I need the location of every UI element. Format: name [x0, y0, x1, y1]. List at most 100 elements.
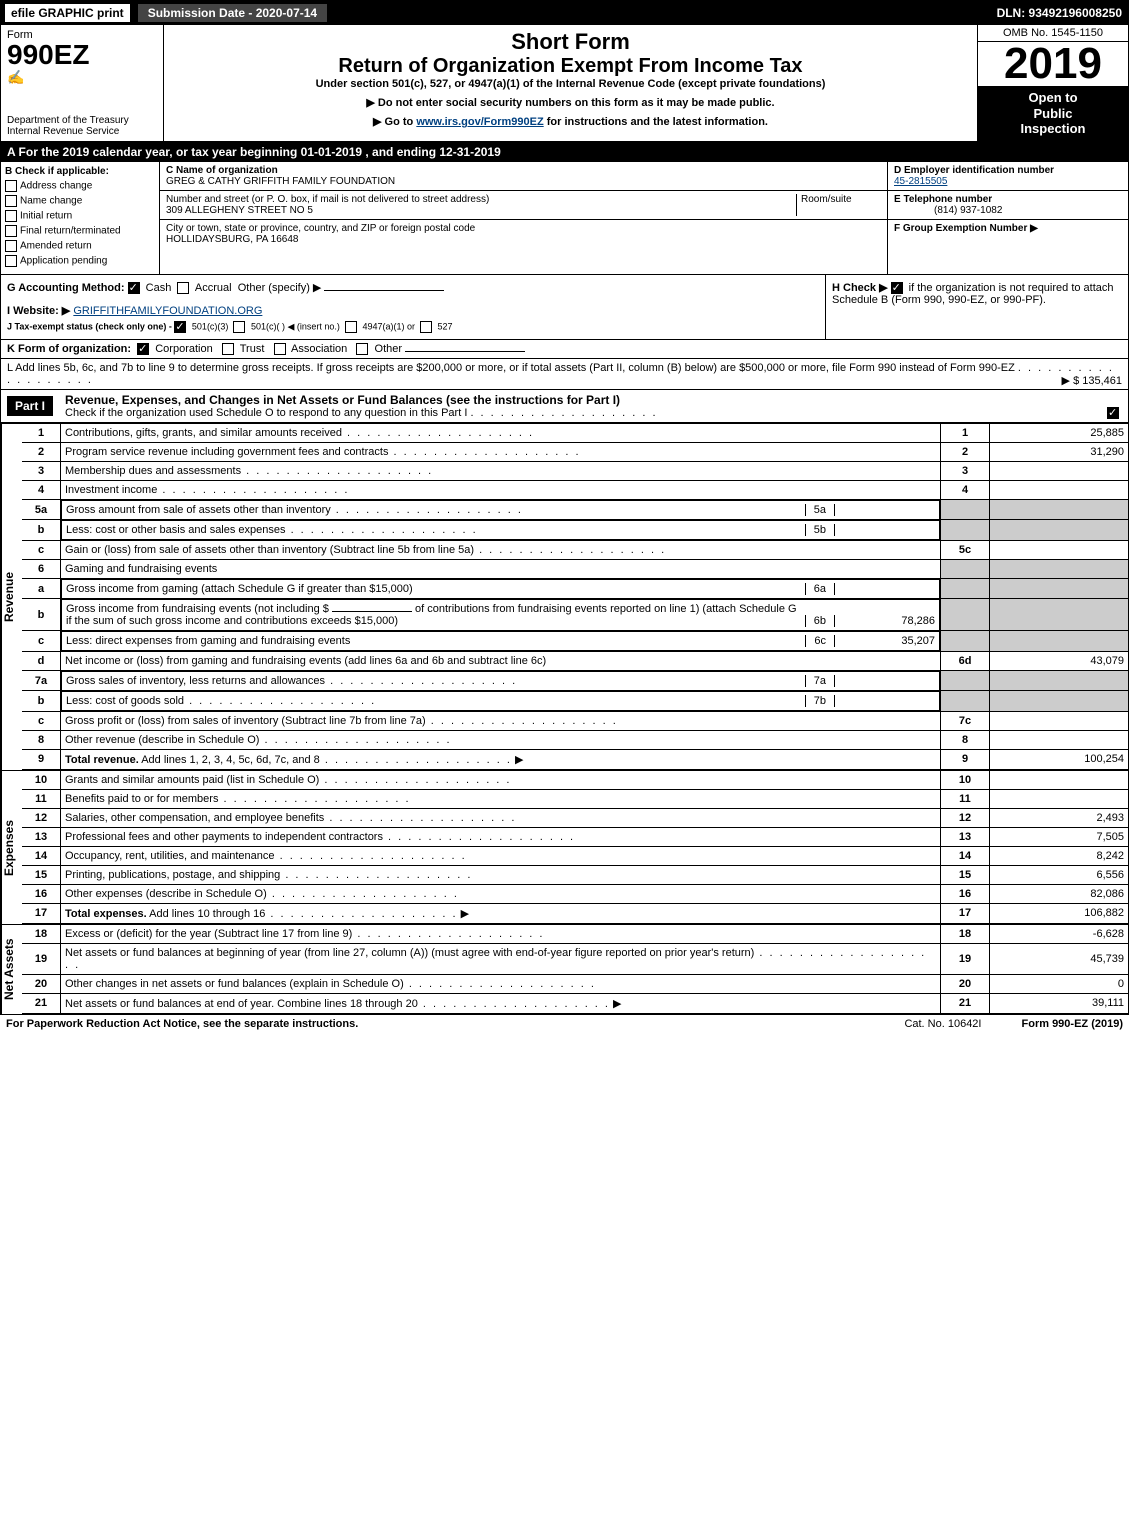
k-line: K Form of organization: Corporation Trus… — [1, 340, 1128, 359]
form-ref: Form 990-EZ (2019) — [1022, 1018, 1124, 1030]
form-container: efile GRAPHIC print Submission Date - 20… — [0, 0, 1129, 1015]
part1-title: Revenue, Expenses, and Changes in Net As… — [65, 393, 620, 407]
cb-schedule-b[interactable] — [891, 282, 903, 294]
street-value: 309 ALLEGHENY STREET NO 5 — [166, 205, 313, 216]
line-19: 19Net assets or fund balances at beginni… — [22, 943, 1128, 974]
phone-value: (814) 937-1082 — [894, 205, 1002, 216]
cb-address-change[interactable]: Address change — [5, 180, 155, 192]
tax-exempt-label: J Tax-exempt status (check only one) - — [7, 321, 172, 331]
dln-label: DLN: 93492196008250 — [997, 6, 1128, 20]
line-6c: cLess: direct expenses from gaming and f… — [22, 631, 1128, 652]
line-5c: cGain or (loss) from sale of assets othe… — [22, 540, 1128, 559]
expenses-side-label: Expenses — [1, 770, 22, 924]
line-5b: bLess: cost or other basis and sales exp… — [22, 520, 1128, 541]
return-title: Return of Organization Exempt From Incom… — [168, 55, 973, 78]
cb-501c3[interactable] — [174, 321, 186, 333]
l-amount: ▶ $ 135,461 — [1062, 374, 1122, 387]
cb-cash[interactable] — [128, 282, 140, 294]
line-6: 6Gaming and fundraising events — [22, 559, 1128, 578]
section-g-i-j: G Accounting Method: Cash Accrual Other … — [1, 275, 825, 339]
cb-schedule-o[interactable] — [1107, 407, 1119, 419]
section-c: C Name of organization GREG & CATHY GRIF… — [160, 162, 887, 274]
cat-number: Cat. No. 10642I — [904, 1018, 981, 1030]
goto-link[interactable]: ▶ Go to www.irs.gov/Form990EZ for instru… — [168, 115, 973, 128]
line-17: 17Total expenses. Add lines 10 through 1… — [22, 903, 1128, 923]
cb-501c[interactable] — [233, 321, 245, 333]
section-b: B Check if applicable: Address change Na… — [1, 162, 160, 274]
dept-label: Department of the Treasury Internal Reve… — [7, 115, 129, 137]
net-assets-side-label: Net Assets — [1, 924, 22, 1014]
cb-name-change[interactable]: Name change — [5, 195, 155, 207]
tax-period-row: A For the 2019 calendar year, or tax yea… — [1, 142, 1128, 162]
section-d: D Employer identification number 45-2815… — [887, 162, 1128, 274]
line-7c: cGross profit or (loss) from sales of in… — [22, 711, 1128, 730]
line-21: 21Net assets or fund balances at end of … — [22, 993, 1128, 1013]
line-6d: dNet income or (loss) from gaming and fu… — [22, 651, 1128, 670]
website-label: I Website: ▶ — [7, 305, 70, 317]
mid-section-gh: G Accounting Method: Cash Accrual Other … — [1, 275, 1128, 340]
cb-corporation[interactable] — [137, 343, 149, 355]
website-link[interactable]: GRIFFITHFAMILYFOUNDATION.ORG — [73, 305, 262, 317]
submission-date-label: Submission Date - 2020-07-14 — [138, 4, 327, 22]
ein-label: D Employer identification number — [894, 165, 1054, 176]
header-right: OMB No. 1545-1150 2019 Open to Public In… — [977, 25, 1128, 141]
org-name-label: C Name of organization — [166, 165, 278, 176]
cb-association[interactable] — [274, 343, 286, 355]
paperwork-notice: For Paperwork Reduction Act Notice, see … — [6, 1018, 358, 1030]
revenue-side-label: Revenue — [1, 423, 22, 770]
expenses-table: 10Grants and similar amounts paid (list … — [22, 770, 1128, 924]
line-10: 10Grants and similar amounts paid (list … — [22, 770, 1128, 789]
revenue-section: Revenue 1Contributions, gifts, grants, a… — [1, 423, 1128, 770]
accounting-method-label: G Accounting Method: — [7, 282, 125, 294]
top-bar: efile GRAPHIC print Submission Date - 20… — [1, 1, 1128, 25]
street-label: Number and street (or P. O. box, if mail… — [166, 194, 489, 205]
form-number: 990EZ — [7, 41, 157, 69]
line-7a: 7aGross sales of inventory, less returns… — [22, 670, 1128, 691]
line-8: 8Other revenue (describe in Schedule O)8 — [22, 730, 1128, 749]
line-6b: bGross income from fundraising events (n… — [22, 599, 1128, 631]
line-13: 13Professional fees and other payments t… — [22, 827, 1128, 846]
net-assets-section: Net Assets 18Excess or (deficit) for the… — [1, 924, 1128, 1014]
org-name-value: GREG & CATHY GRIFFITH FAMILY FOUNDATION — [166, 176, 395, 187]
cb-4947[interactable] — [345, 321, 357, 333]
cb-amended-return[interactable]: Amended return — [5, 240, 155, 252]
short-form-title: Short Form — [168, 29, 973, 55]
part1-check-text: Check if the organization used Schedule … — [65, 407, 467, 419]
cb-trust[interactable] — [222, 343, 234, 355]
expenses-section: Expenses 10Grants and similar amounts pa… — [1, 770, 1128, 924]
line-18: 18Excess or (deficit) for the year (Subt… — [22, 924, 1128, 943]
cb-accrual[interactable] — [177, 282, 189, 294]
cb-application-pending[interactable]: Application pending — [5, 255, 155, 267]
group-exemption-label: F Group Exemption Number ▶ — [894, 223, 1038, 234]
k-label: K Form of organization: — [7, 343, 131, 355]
line-1: 1Contributions, gifts, grants, and simil… — [22, 423, 1128, 442]
line-6a: aGross income from gaming (attach Schedu… — [22, 578, 1128, 599]
section-b-label: B Check if applicable: — [5, 166, 109, 177]
footer-row: For Paperwork Reduction Act Notice, see … — [0, 1015, 1129, 1033]
form-header: Form 990EZ ✍ Department of the Treasury … — [1, 25, 1128, 142]
efile-print-button[interactable]: efile GRAPHIC print — [5, 4, 130, 22]
net-assets-table: 18Excess or (deficit) for the year (Subt… — [22, 924, 1128, 1014]
line-15: 15Printing, publications, postage, and s… — [22, 865, 1128, 884]
line-11: 11Benefits paid to or for members11 — [22, 789, 1128, 808]
line-20: 20Other changes in net assets or fund ba… — [22, 974, 1128, 993]
room-label: Room/suite — [801, 194, 852, 205]
cb-initial-return[interactable]: Initial return — [5, 210, 155, 222]
city-label: City or town, state or province, country… — [166, 223, 475, 234]
phone-label: E Telephone number — [894, 194, 992, 205]
ein-value[interactable]: 45-2815505 — [894, 176, 947, 187]
line-9: 9Total revenue. Add lines 1, 2, 3, 4, 5c… — [22, 749, 1128, 769]
line-14: 14Occupancy, rent, utilities, and mainte… — [22, 846, 1128, 865]
header-left: Form 990EZ ✍ Department of the Treasury … — [1, 25, 164, 141]
part1-header-row: Part I Revenue, Expenses, and Changes in… — [1, 390, 1128, 423]
tax-year: 2019 — [978, 42, 1128, 86]
line-2: 2Program service revenue including gover… — [22, 442, 1128, 461]
l-line: L Add lines 5b, 6c, and 7b to line 9 to … — [1, 359, 1128, 390]
line-16: 16Other expenses (describe in Schedule O… — [22, 884, 1128, 903]
l-text: L Add lines 5b, 6c, and 7b to line 9 to … — [7, 362, 1015, 374]
cb-final-return[interactable]: Final return/terminated — [5, 225, 155, 237]
part1-label: Part I — [7, 396, 53, 416]
cb-other-org[interactable] — [356, 343, 368, 355]
cb-527[interactable] — [420, 321, 432, 333]
line-12: 12Salaries, other compensation, and empl… — [22, 808, 1128, 827]
